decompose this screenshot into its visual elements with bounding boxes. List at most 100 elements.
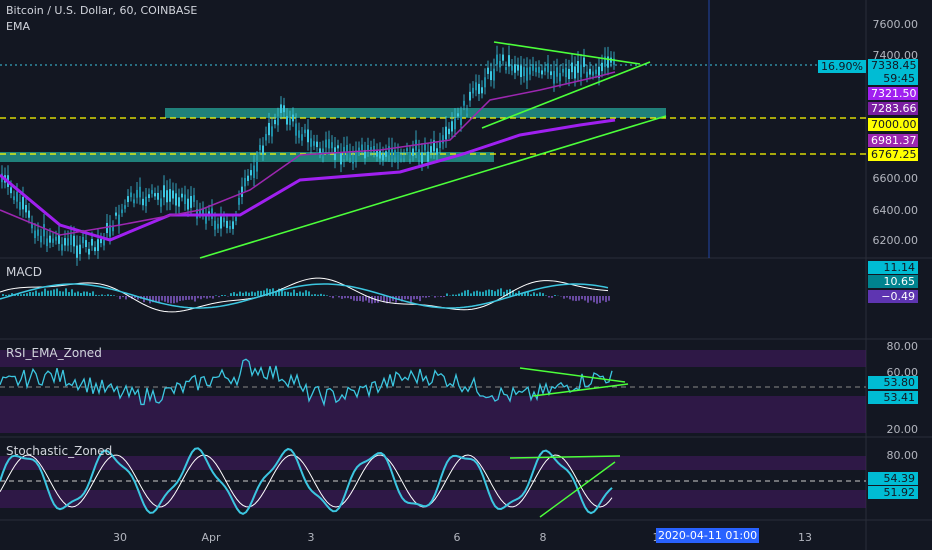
candle-body xyxy=(124,205,126,209)
candle-body xyxy=(202,208,204,215)
macd-histogram-bar xyxy=(539,292,541,296)
candle-body xyxy=(256,160,258,172)
candle-body xyxy=(424,144,426,151)
macd-histogram-bar xyxy=(260,290,262,296)
candle-body xyxy=(58,234,60,244)
macd-histogram-bar xyxy=(371,296,373,304)
macd-histogram-bar xyxy=(347,296,349,299)
macd-histogram-bar xyxy=(44,288,46,296)
candle-body xyxy=(529,67,531,75)
macd-histogram-bar xyxy=(473,291,475,296)
macd-histogram-bar xyxy=(470,293,472,296)
macd-histogram-bar xyxy=(155,296,157,302)
symbol-title: Bitcoin / U.S. Dollar, 60, COINBASE xyxy=(6,4,198,17)
macd-histogram-bar xyxy=(62,291,64,296)
candle-body xyxy=(109,224,111,237)
rsi-badge: 53.80 xyxy=(868,376,918,389)
candle-body xyxy=(289,118,291,125)
macd-histogram-bar xyxy=(503,291,505,296)
ema-slow-line xyxy=(0,118,616,242)
candle-body xyxy=(553,71,555,84)
candle-body xyxy=(112,226,114,232)
macd-histogram-bar xyxy=(188,296,190,300)
candle-body xyxy=(100,238,102,244)
macd-histogram-bar xyxy=(410,296,412,303)
candle-body xyxy=(280,104,282,113)
candle-body xyxy=(265,133,267,141)
candle-body xyxy=(595,69,597,74)
macd-histogram-bar xyxy=(434,296,436,298)
macd-histogram-bar xyxy=(314,294,316,296)
macd-histogram-bar xyxy=(320,293,322,296)
macd-histogram-bar xyxy=(89,292,91,296)
time-axis-tick: 13 xyxy=(798,531,812,544)
candle-body xyxy=(505,67,507,71)
candle-body xyxy=(229,225,231,230)
candle-body xyxy=(484,77,486,88)
candle-body xyxy=(487,67,489,74)
macd-histogram-bar xyxy=(101,294,103,296)
candle-body xyxy=(187,198,189,210)
macd-histogram-bar xyxy=(419,296,421,302)
candle-body xyxy=(355,150,357,161)
candle-body xyxy=(271,126,273,137)
candle-body xyxy=(400,154,402,159)
macd-histogram-bar xyxy=(545,295,547,296)
candle-body xyxy=(544,67,546,72)
macd-histogram-bar xyxy=(221,294,223,296)
candle-body xyxy=(601,62,603,72)
candle-body xyxy=(562,68,564,73)
macd-histogram-bar xyxy=(362,296,364,302)
macd-histogram-bar xyxy=(452,294,454,296)
candle-body xyxy=(313,141,315,146)
candle-body xyxy=(418,149,420,160)
candle-body xyxy=(169,189,171,202)
macd-histogram-bar xyxy=(350,296,352,300)
candle-body xyxy=(292,114,294,122)
macd-histogram-bar xyxy=(479,291,481,296)
candle-body xyxy=(34,230,36,239)
macd-histogram-bar xyxy=(200,296,202,300)
macd-histogram-bar xyxy=(587,296,589,303)
macd-histogram-bar xyxy=(251,291,253,296)
candle-body xyxy=(136,189,138,198)
time-axis-tick: 3 xyxy=(307,531,315,544)
rsi-title: RSI_EMA_Zoned xyxy=(6,346,102,360)
macd-histogram-bar xyxy=(41,291,43,296)
candle-body xyxy=(334,147,336,160)
candle-body xyxy=(427,151,429,162)
macd-histogram-bar xyxy=(524,292,526,296)
candle-body xyxy=(10,187,12,194)
candle-body xyxy=(388,146,390,156)
candle-body xyxy=(403,154,405,159)
macd-histogram-bar xyxy=(599,296,601,303)
macd-histogram-bar xyxy=(11,293,13,296)
candle-body xyxy=(286,116,288,125)
resistance-zone xyxy=(165,108,666,118)
candle-body xyxy=(523,67,525,77)
candle-body xyxy=(22,197,24,210)
macd-histogram-bar xyxy=(548,296,550,298)
candle-body xyxy=(535,67,537,73)
macd-badge: 10.65 xyxy=(868,275,918,288)
macd-histogram-bar xyxy=(32,292,34,296)
macd-histogram-bar xyxy=(365,296,367,301)
macd-histogram-bar xyxy=(206,296,208,299)
candle-body xyxy=(517,64,519,71)
macd-histogram-bar xyxy=(38,292,40,296)
macd-histogram-bar xyxy=(494,291,496,296)
trendline-triangle-lower xyxy=(481,61,651,129)
macd-histogram-bar xyxy=(161,296,163,301)
candle-body xyxy=(217,223,219,229)
candle-body xyxy=(397,152,399,163)
candle-body xyxy=(532,64,534,71)
candle-body xyxy=(598,66,600,78)
rsi-badge: 53.41 xyxy=(868,391,918,404)
candle-body xyxy=(364,150,366,159)
macd-histogram-bar xyxy=(305,290,307,296)
macd-histogram-bar xyxy=(26,293,28,296)
macd-signal-line xyxy=(0,277,609,313)
macd-histogram-bar xyxy=(359,296,361,301)
candle-body xyxy=(328,139,330,149)
